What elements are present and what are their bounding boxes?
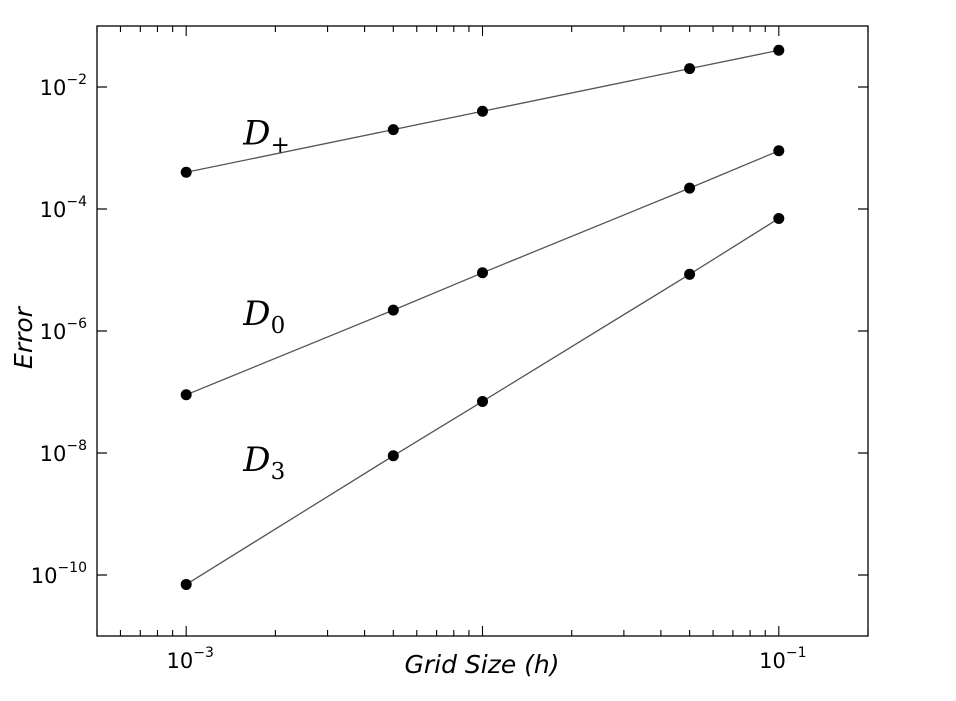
data-point <box>180 389 192 401</box>
series-label: D0 <box>242 294 285 339</box>
labels: D+ D0 D3 <box>242 114 290 485</box>
data-point <box>773 212 785 224</box>
y-tick-label: 10−6 <box>40 316 87 344</box>
series-label: D+ <box>242 114 290 159</box>
ticks: 10−2 10−4 10−6 10−8 10−10 10−3 10−1 <box>31 26 869 673</box>
series-points <box>180 44 785 590</box>
x-tick-label: 10−1 <box>759 645 806 673</box>
x-axis-title: Grid Size (h) <box>404 650 559 679</box>
y-axis-title: Error <box>9 305 38 369</box>
data-point <box>180 578 192 590</box>
data-point <box>387 124 399 136</box>
data-point <box>684 268 696 280</box>
data-point <box>477 267 488 279</box>
data-point <box>477 395 488 407</box>
data-point <box>387 450 399 462</box>
series-label: D3 <box>242 440 285 485</box>
data-point <box>477 105 488 117</box>
plot-frame <box>96 25 869 637</box>
data-point <box>773 145 785 157</box>
data-point <box>684 182 696 194</box>
data-point <box>684 63 696 75</box>
data-point <box>180 166 192 178</box>
y-tick-label: 10−2 <box>40 72 87 100</box>
y-tick-label: 10−8 <box>40 438 87 466</box>
data-point <box>387 304 399 316</box>
x-tick-label: 10−3 <box>167 645 214 673</box>
y-tick-label: 10−10 <box>31 560 87 588</box>
y-tick-label: 10−4 <box>40 194 87 222</box>
data-point <box>773 44 785 56</box>
